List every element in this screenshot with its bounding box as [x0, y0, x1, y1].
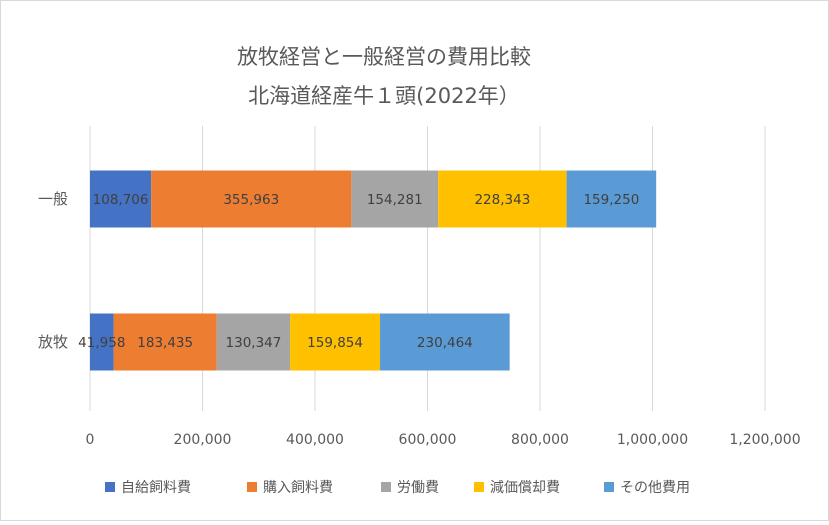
data-label: 130,347	[226, 335, 282, 351]
data-label: 230,464	[417, 335, 473, 351]
legend-label: その他費用	[620, 480, 690, 496]
bar-segment	[216, 313, 291, 371]
x-tick-label: 800,000	[511, 432, 569, 448]
legend-label: 自給飼料費	[121, 480, 191, 496]
chart-title-line-1: 放牧経営と一般経営の費用比較	[237, 45, 531, 69]
legend-swatch	[381, 482, 391, 492]
legend-label: 減価償却費	[490, 479, 560, 496]
data-label: 41,958	[78, 335, 125, 351]
x-tick-label: 400,000	[286, 432, 344, 448]
bar-segment	[566, 170, 657, 228]
bars	[90, 170, 657, 371]
x-tick-label: 600,000	[399, 432, 457, 448]
x-tick-label: 1,200,000	[729, 432, 800, 448]
category-label: 一般	[38, 190, 68, 208]
legend-swatch	[474, 482, 484, 492]
bar-segment	[113, 313, 217, 371]
data-label: 108,706	[93, 192, 149, 208]
bar-segment	[380, 313, 510, 371]
x-tick-label: 0	[86, 432, 95, 448]
legend: 自給飼料費 購入飼料費 労働費 減価償却費 その他費用	[105, 479, 690, 496]
bar-segment	[290, 313, 381, 371]
x-tick-label: 1,000,000	[617, 432, 688, 448]
bar-segment	[351, 170, 439, 228]
data-label: 159,854	[307, 335, 363, 351]
legend-swatch	[247, 482, 257, 492]
data-labels: 108,706 355,963 154,281 228,343 159,250 41,95…	[78, 192, 639, 351]
chart-title-line-2: 北海道経産牛１頭(2022年）	[248, 84, 520, 108]
data-label: 228,343	[474, 192, 530, 208]
legend-swatch	[604, 482, 614, 492]
category-label: 放牧	[38, 333, 68, 351]
legend-label: 購入飼料費	[263, 480, 333, 496]
legend-label: 労働費	[397, 480, 439, 496]
bar-segment	[90, 313, 114, 371]
bar-segment	[90, 170, 152, 228]
data-label: 183,435	[137, 335, 193, 351]
data-label: 154,281	[367, 192, 423, 208]
bar-segment	[438, 170, 567, 228]
data-label: 355,963	[223, 192, 279, 208]
legend-swatch	[105, 482, 115, 492]
data-label: 159,250	[583, 192, 639, 208]
x-tick-label: 200,000	[174, 432, 232, 448]
x-axis-ticks: 0 200,000 400,000 600,000 800,000 1,000,000 1,…	[86, 432, 801, 448]
bar-segment	[151, 170, 352, 228]
